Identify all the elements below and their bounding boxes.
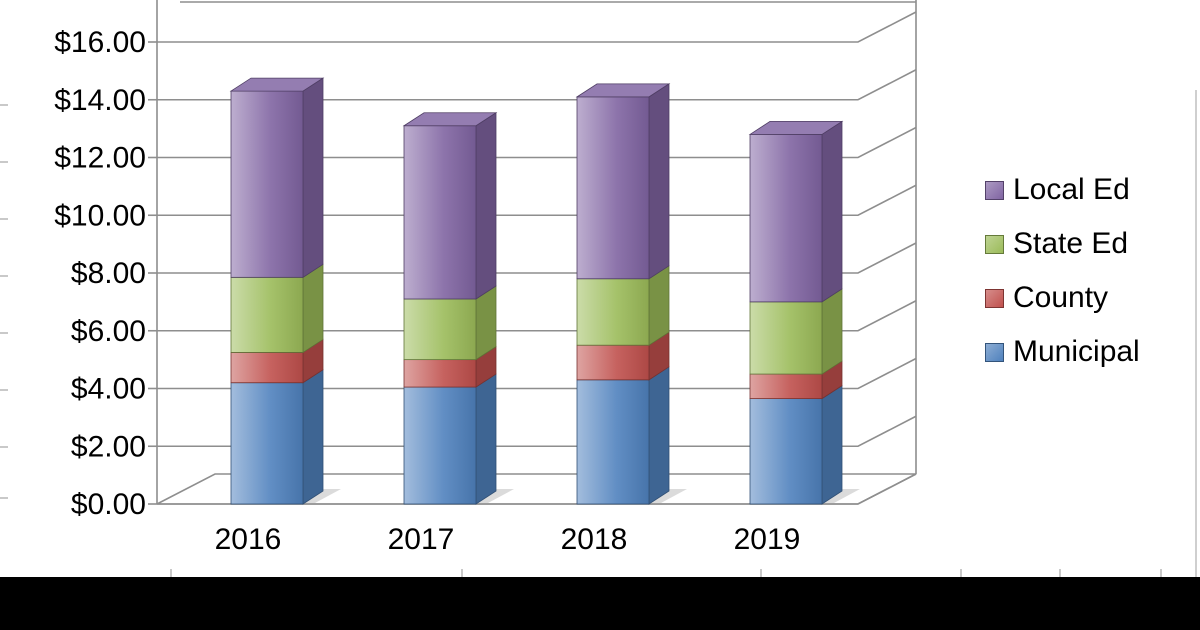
bar-segment-side-2016-Local Ed	[302, 77, 324, 279]
legend-swatch-local-ed	[985, 180, 1004, 200]
bar-segment-2017-State Ed	[403, 298, 477, 361]
gridline	[157, 242, 917, 274]
y-axis-label: $14.00	[54, 84, 146, 117]
gridline	[157, 300, 917, 332]
y-axis-label: $16.00	[54, 26, 146, 59]
spreadsheet-gridline-artifact	[1160, 569, 1162, 577]
spreadsheet-gridline-artifact	[0, 218, 8, 220]
bar-segment-side-2017-Local Ed	[475, 112, 497, 300]
spreadsheet-gridline-artifact	[0, 104, 8, 106]
bar-segment-side-2016-State Ed	[302, 263, 324, 354]
legend-item-local-ed: Local Ed	[985, 163, 1140, 217]
legend-swatch-municipal	[985, 342, 1004, 362]
y-axis-label: $10.00	[54, 199, 146, 232]
bar-segment-side-2019-Local Ed	[821, 120, 843, 303]
legend-label-state-ed: State Ed	[1013, 227, 1129, 260]
bar-segment-top-2019-Local Ed	[748, 121, 844, 135]
spreadsheet-gridline-artifact	[760, 569, 762, 577]
legend-item-state-ed: State Ed	[985, 217, 1140, 271]
bar-segment-2017-Municipal	[403, 386, 477, 505]
bar-segment-2019-Municipal	[749, 398, 823, 505]
bar-segment-2018-Municipal	[576, 379, 650, 505]
spreadsheet-gridline-artifact	[1195, 90, 1197, 577]
y-axis-label: $12.00	[54, 142, 146, 175]
bar-segment-top-2017-Local Ed	[402, 112, 498, 127]
y-axis-label: $6.00	[71, 315, 146, 348]
chart-legend: Local Ed State Ed County Municipal	[985, 163, 1140, 379]
bar-2019	[748, 120, 860, 505]
gridline	[157, 69, 917, 101]
spreadsheet-gridline-artifact	[170, 569, 172, 577]
legend-label-municipal: Municipal	[1013, 335, 1140, 368]
spreadsheet-gridline-artifact	[0, 161, 8, 163]
legend-item-municipal: Municipal	[985, 325, 1140, 379]
gridline	[157, 357, 917, 390]
y-axis-label: $4.00	[71, 373, 146, 406]
bar-segment-2016-County	[230, 352, 304, 384]
gridline	[157, 415, 917, 448]
stacked-bar-chart: $0.00 $2.00 $4.00 $6.00 $8.00 $10.00 $12.00 $14…	[54, 0, 917, 556]
chart-svg: $0.00 $2.00 $4.00 $6.00 $8.00 $10.00 $12.00 $14…	[54, 0, 917, 556]
gridline	[157, 126, 917, 159]
spreadsheet-gridline-artifact	[0, 389, 8, 391]
legend-item-county: County	[985, 271, 1140, 325]
y-axis-label: $8.00	[71, 257, 146, 290]
bar-segment-2018-State Ed	[576, 278, 650, 346]
bar-segment-2018-Local Ed	[576, 96, 650, 280]
gridlines	[148, 0, 917, 505]
bar-segment-side-2018-Local Ed	[648, 83, 670, 280]
bar-segment-2016-Local Ed	[230, 90, 304, 278]
x-axis-label: 2019	[734, 523, 801, 556]
legend-label-local-ed: Local Ed	[1013, 173, 1130, 206]
bar-segment-2016-Municipal	[230, 382, 304, 505]
bar-segment-side-2018-State Ed	[648, 265, 670, 346]
bar-segment-side-2018-Municipal	[648, 366, 670, 505]
gridline	[157, 184, 917, 217]
bar-segment-top-2016-Local Ed	[229, 77, 325, 92]
bottom-black-band	[0, 577, 1200, 630]
bar-segment-2019-County	[749, 373, 823, 400]
spreadsheet-gridline-artifact	[0, 275, 8, 277]
bar-segment-2019-Local Ed	[749, 133, 823, 303]
bar-segment-side-2019-State Ed	[821, 288, 843, 375]
spreadsheet-gridline-artifact	[960, 569, 962, 577]
bar-2016	[229, 77, 341, 505]
x-axis-labels: 2016 2017 2018 2019	[215, 523, 801, 556]
bar-2017	[402, 112, 514, 505]
bar-segment-side-2017-Municipal	[475, 373, 497, 505]
bar-segment-2017-Local Ed	[403, 125, 477, 300]
bar-segment-side-2016-Municipal	[302, 368, 324, 505]
bar-segment-2017-County	[403, 359, 477, 388]
x-axis-label: 2018	[561, 523, 628, 556]
bar-segment-side-2019-Municipal	[821, 384, 843, 505]
y-axis-labels: $0.00 $2.00 $4.00 $6.00 $8.00 $10.00 $12.00 $14…	[54, 26, 146, 521]
legend-swatch-county	[985, 288, 1004, 308]
spreadsheet-gridline-artifact	[0, 497, 8, 499]
x-axis-label: 2016	[215, 523, 282, 556]
x-axis-label: 2017	[388, 523, 455, 556]
spreadsheet-gridline-artifact	[461, 569, 463, 577]
spreadsheet-gridline-artifact	[0, 332, 8, 334]
y-axis-label: $2.00	[71, 430, 146, 463]
bar-2018	[575, 83, 687, 505]
bar-segment-2019-State Ed	[749, 301, 823, 375]
spreadsheet-gridline-artifact	[0, 446, 8, 448]
spreadsheet-gridline-artifact	[1059, 569, 1061, 577]
bar-segment-2016-State Ed	[230, 276, 304, 353]
gridline	[157, 11, 917, 43]
bar-segment-top-2018-Local Ed	[575, 83, 671, 98]
bar-segment-2018-County	[576, 344, 650, 381]
y-axis-label: $0.00	[71, 488, 146, 521]
legend-swatch-state-ed	[985, 234, 1004, 254]
legend-label-county: County	[1013, 281, 1109, 314]
